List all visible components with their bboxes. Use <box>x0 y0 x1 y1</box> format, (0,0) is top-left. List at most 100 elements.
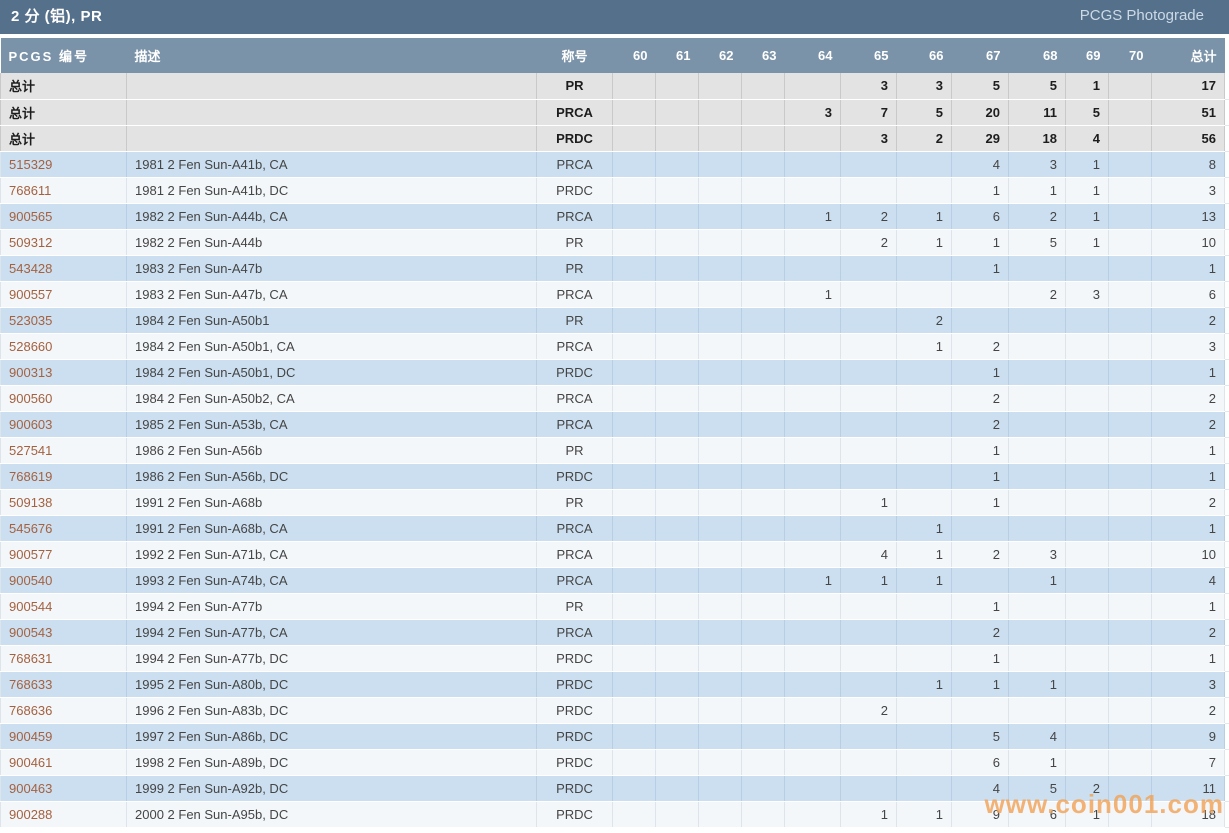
grade-63-cell <box>741 73 785 100</box>
grade-66-cell <box>896 385 952 412</box>
pcgs-number-link[interactable]: 900557 <box>9 286 53 302</box>
pcgs-number-link[interactable]: 900461 <box>9 754 53 770</box>
pcgs-number-link[interactable]: 768619 <box>9 468 53 484</box>
photograde-link[interactable]: PCGS Photograde <box>1079 7 1204 24</box>
grade-68-cell: 2 <box>1008 203 1066 230</box>
grade-62-cell <box>698 151 742 178</box>
row-spacer <box>1224 489 1229 516</box>
grade-64-cell <box>784 619 841 646</box>
grade-70-cell <box>1108 489 1152 516</box>
table-row: 515329 1981 2 Fen Sun-A41b, CA PRCA 4 3 1 8 <box>0 151 1229 178</box>
pcgs-number-link[interactable]: 900560 <box>9 390 53 406</box>
grade-61-cell <box>655 229 699 256</box>
pcgs-number-link[interactable]: 515329 <box>9 156 53 172</box>
pcgs-number-link[interactable]: 768633 <box>9 676 53 692</box>
grade-66-cell: 5 <box>896 99 952 126</box>
pcgs-number-link[interactable]: 900577 <box>9 546 53 562</box>
table-row: 900565 1982 2 Fen Sun-A44b, CA PRCA 1 2 1 6 2 1 1… <box>0 203 1229 230</box>
grade-69-cell <box>1065 437 1109 464</box>
grade-65-cell <box>840 177 897 204</box>
pcgs-number-link[interactable]: 545676 <box>9 520 53 536</box>
pcgs-number-link[interactable]: 527541 <box>9 442 53 458</box>
pcgs-number-link[interactable]: 900313 <box>9 364 53 380</box>
grade-61-cell <box>655 567 699 594</box>
row-spacer <box>1224 203 1229 230</box>
pcgs-number-link[interactable]: 900540 <box>9 572 53 588</box>
pcgs-number-cell: 543428 <box>0 255 127 282</box>
row-spacer <box>1224 775 1229 802</box>
pcgs-number-link[interactable]: 900459 <box>9 728 53 744</box>
row-spacer <box>1224 645 1229 672</box>
pcgs-number-cell: 900560 <box>0 385 127 412</box>
pcgs-number-link[interactable]: 523035 <box>9 312 53 328</box>
table-row: 768636 1996 2 Fen Sun-A83b, DC PRDC 2 2 <box>0 697 1229 724</box>
pcgs-number-link[interactable]: 768631 <box>9 650 53 666</box>
table-row: 900288 2000 2 Fen Sun-A95b, DC PRDC 1 1 9 6 1 18 <box>0 801 1229 828</box>
grade-65-cell <box>840 359 897 386</box>
description-cell <box>126 99 537 126</box>
pcgs-number-link[interactable]: 900544 <box>9 598 53 614</box>
grade-67-cell <box>951 307 1009 334</box>
grade-60-cell <box>612 73 656 100</box>
table-row: 543428 1983 2 Fen Sun-A47b PR 1 1 <box>0 255 1229 282</box>
grade-66-cell <box>896 775 952 802</box>
total-cell: 11 <box>1151 775 1225 802</box>
grade-66-cell <box>896 437 952 464</box>
pcgs-number-cell: 768631 <box>0 645 127 672</box>
grade-64-cell: 1 <box>784 281 841 308</box>
grade-65-cell: 1 <box>840 489 897 516</box>
table-row: 900459 1997 2 Fen Sun-A86b, DC PRDC 5 4 9 <box>0 723 1229 750</box>
pcgs-number-cell: 523035 <box>0 307 127 334</box>
description-cell: 1994 2 Fen Sun-A77b, DC <box>126 645 537 672</box>
pcgs-number-link[interactable]: 528660 <box>9 338 53 354</box>
grade-61-cell <box>655 437 699 464</box>
pcgs-number-link[interactable]: 543428 <box>9 260 53 276</box>
grade-61-cell <box>655 411 699 438</box>
grade-61-cell <box>655 203 699 230</box>
row-spacer <box>1224 411 1229 438</box>
total-cell: 1 <box>1151 515 1225 542</box>
total-cell: 3 <box>1151 177 1225 204</box>
grade-70-cell <box>1108 125 1152 152</box>
total-cell: 2 <box>1151 697 1225 724</box>
pcgs-number-link[interactable]: 900463 <box>9 780 53 796</box>
description-cell: 1986 2 Fen Sun-A56b <box>126 437 537 464</box>
pcgs-number-link[interactable]: 768636 <box>9 702 53 718</box>
pcgs-number-cell: 900313 <box>0 359 127 386</box>
description-cell: 1982 2 Fen Sun-A44b <box>126 229 537 256</box>
grade-69-cell: 4 <box>1065 125 1109 152</box>
row-spacer <box>1224 801 1229 828</box>
grade-67-cell: 1 <box>951 177 1009 204</box>
pcgs-number-link[interactable]: 768611 <box>9 182 52 198</box>
pcgs-number-link[interactable]: 900603 <box>9 416 53 432</box>
summary-label: 总计 <box>0 99 127 126</box>
grade-70-cell <box>1108 307 1152 334</box>
total-cell: 13 <box>1151 203 1225 230</box>
pcgs-number-link[interactable]: 900543 <box>9 624 53 640</box>
grade-64-cell <box>784 801 841 828</box>
grade-68-cell <box>1008 385 1066 412</box>
pcgs-number-link[interactable]: 900288 <box>9 806 53 822</box>
grade-64-cell <box>784 515 841 542</box>
designation-cell: PRDC <box>536 723 613 750</box>
total-cell: 3 <box>1151 333 1225 360</box>
total-cell: 18 <box>1151 801 1225 828</box>
designation-cell: PRCA <box>536 411 613 438</box>
grade-69-cell: 1 <box>1065 151 1109 178</box>
grade-66-cell <box>896 177 952 204</box>
grade-65-cell: 2 <box>840 697 897 724</box>
pcgs-number-link[interactable]: 509312 <box>9 234 53 250</box>
grade-63-cell <box>741 463 785 490</box>
total-cell: 2 <box>1151 619 1225 646</box>
grade-70-cell <box>1108 567 1152 594</box>
grade-62-cell <box>698 489 742 516</box>
pcgs-number-link[interactable]: 900565 <box>9 208 53 224</box>
grade-61-cell <box>655 99 699 126</box>
description-cell: 1999 2 Fen Sun-A92b, DC <box>126 775 537 802</box>
grade-67-cell: 6 <box>951 203 1009 230</box>
grade-69-cell <box>1065 593 1109 620</box>
grade-69-cell <box>1065 697 1109 724</box>
pcgs-number-link[interactable]: 509138 <box>9 494 53 510</box>
designation-cell: PRCA <box>536 99 613 126</box>
grade-60-cell <box>612 515 656 542</box>
